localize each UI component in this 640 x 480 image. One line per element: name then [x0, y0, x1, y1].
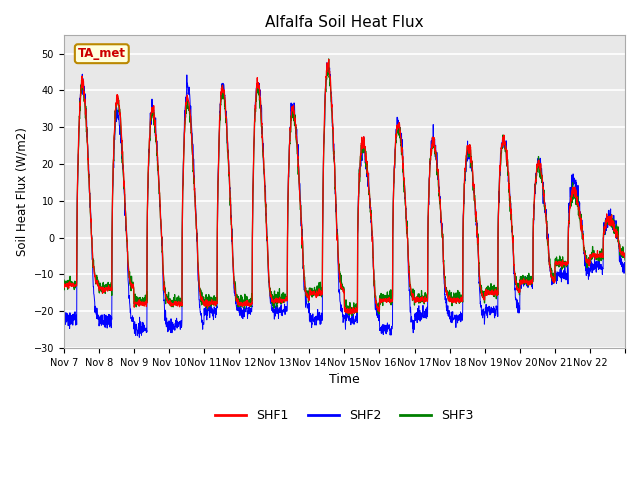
Legend: SHF1, SHF2, SHF3: SHF1, SHF2, SHF3 — [210, 404, 479, 427]
Title: Alfalfa Soil Heat Flux: Alfalfa Soil Heat Flux — [265, 15, 424, 30]
X-axis label: Time: Time — [329, 373, 360, 386]
Y-axis label: Soil Heat Flux (W/m2): Soil Heat Flux (W/m2) — [15, 127, 28, 256]
Text: TA_met: TA_met — [78, 47, 126, 60]
